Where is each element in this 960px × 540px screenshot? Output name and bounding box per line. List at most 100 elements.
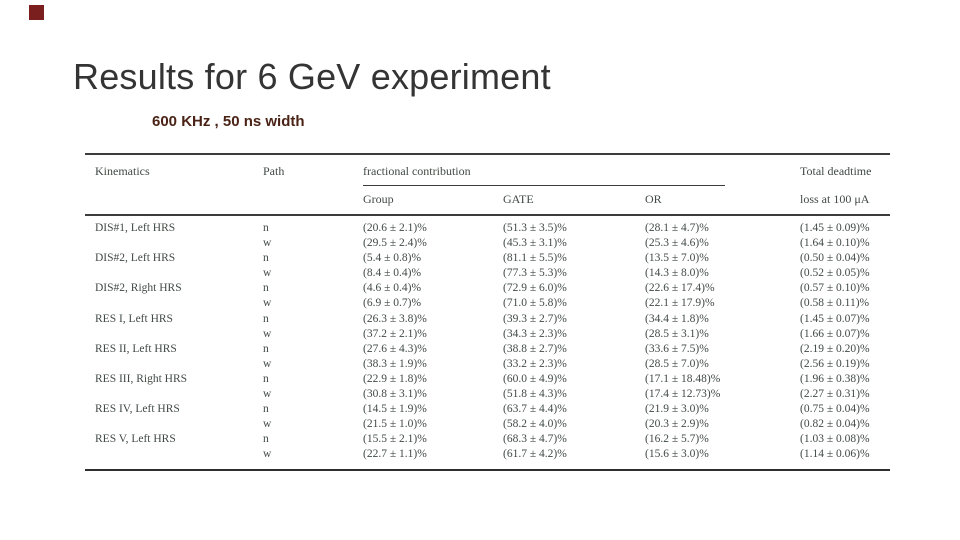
cell-gate: (58.2 ± 4.0)% [503,418,567,431]
cell-or: (22.6 ± 17.4)% [645,282,715,295]
cell-gate: (77.3 ± 5.3)% [503,267,567,280]
cell-deadtime: (0.75 ± 0.04)% [800,403,870,416]
cell-gate: (51.8 ± 4.3)% [503,388,567,401]
cell-group: (29.5 ± 2.4)% [363,237,427,250]
cell-path: w [263,357,272,370]
slide-subtitle: 600 KHz , 50 ns width [152,113,305,130]
cell-path: n [263,372,269,385]
cell-group: (4.6 ± 0.4)% [363,282,422,295]
cell-or: (13.5 ± 7.0)% [645,252,709,265]
cell-path: n [263,282,269,295]
cell-group: (20.6 ± 2.1)% [363,222,427,234]
cell-or: (28.5 ± 7.0)% [645,357,709,370]
cell-deadtime: (2.56 ± 0.19)% [800,357,870,370]
table-row: w (8.4 ± 0.4)% (77.3 ± 5.3)% (14.3 ± 8.0)% (… [85,266,890,281]
cell-or: (25.3 ± 4.6)% [645,237,709,250]
cell-kinematics: DIS#2, Left HRS [95,252,176,265]
cell-kinematics [85,296,263,311]
cell-kinematics [85,387,263,402]
cell-group: (22.9 ± 1.8)% [363,372,427,385]
table-row: w (29.5 ± 2.4)% (45.3 ± 3.1)% (25.3 ± 4.6)%… [85,236,890,251]
cell-deadtime: (0.52 ± 0.05)% [800,267,870,280]
column-header-group: Group [363,192,394,206]
cell-gate: (34.3 ± 2.3)% [503,327,567,340]
cell-group: (30.8 ± 3.1)% [363,388,427,401]
cell-deadtime: (0.50 ± 0.04)% [800,252,870,265]
cell-or: (14.3 ± 8.0)% [645,267,709,280]
table-row: w (21.5 ± 1.0)% (58.2 ± 4.0)% (20.3 ± 2.9)%… [85,417,890,432]
cell-or: (28.5 ± 3.1)% [645,327,709,340]
table-row: DIS#2, Right HRS n (4.6 ± 0.4)% (72.9 ± 6.0… [85,281,890,296]
cell-gate: (33.2 ± 2.3)% [503,357,567,370]
cell-or: (16.2 ± 5.7)% [645,433,709,446]
cell-path: n [263,222,269,234]
cell-kinematics: RES III, Right HRS [95,372,188,385]
column-header-path: Path [263,164,285,178]
cell-gate: (63.7 ± 4.4)% [503,403,567,416]
table-row: RES V, Left HRS n (15.5 ± 2.1)% (68.3 ± 4.7… [85,432,890,447]
column-header-gate: GATE [503,192,534,206]
results-table-header: Kinematics Path fractional contribution … [85,155,890,216]
cell-deadtime: (1.14 ± 0.06)% [800,448,870,461]
table-row: w (30.8 ± 3.1)% (51.8 ± 4.3)% (17.4 ± 12.73… [85,387,890,402]
cell-path: n [263,312,269,325]
cell-gate: (60.0 ± 4.9)% [503,372,567,385]
column-header-kinematics: Kinematics [95,164,150,178]
column-header-total-deadtime: Total deadtime [800,164,872,178]
cell-or: (17.4 ± 12.73)% [645,388,721,401]
table-row: w (37.2 ± 2.1)% (34.3 ± 2.3)% (28.5 ± 3.1)%… [85,327,890,342]
cell-or: (20.3 ± 2.9)% [645,418,709,431]
cell-gate: (38.8 ± 2.7)% [503,342,567,355]
table-row: DIS#1, Left HRS n (20.6 ± 2.1)% (51.3 ± 3.5… [85,221,890,236]
cell-group: (6.9 ± 0.7)% [363,297,422,310]
cell-gate: (71.0 ± 5.8)% [503,297,567,310]
cell-group: (8.4 ± 0.4)% [363,267,422,280]
cell-path: n [263,252,269,265]
cell-path: n [263,342,269,355]
table-row: w (38.3 ± 1.9)% (33.2 ± 2.3)% (28.5 ± 7.0)%… [85,357,890,372]
table-row: RES IV, Left HRS n (14.5 ± 1.9)% (63.7 ± 4.… [85,402,890,417]
cell-deadtime: (1.96 ± 0.38)% [800,372,870,385]
cell-or: (33.6 ± 7.5)% [645,342,709,355]
cell-kinematics [85,417,263,432]
table-row: w (6.9 ± 0.7)% (71.0 ± 5.8)% (22.1 ± 17.9)%… [85,296,890,311]
cell-path: w [263,327,272,340]
table-row: RES I, Left HRS n (26.3 ± 3.8)% (39.3 ± 2.7… [85,312,890,327]
cell-path: w [263,448,272,461]
cell-kinematics: RES IV, Left HRS [95,403,180,416]
table-row: RES II, Left HRS n (27.6 ± 4.3)% (38.8 ± 2.… [85,342,890,357]
cell-deadtime: (0.57 ± 0.10)% [800,282,870,295]
slide-title: Results for 6 GeV experiment [73,56,551,97]
cell-kinematics: RES II, Left HRS [95,342,177,355]
cell-path: w [263,237,272,250]
cell-deadtime: (2.19 ± 0.20)% [800,342,870,355]
cell-gate: (51.3 ± 3.5)% [503,222,567,234]
cell-or: (17.1 ± 18.48)% [645,372,721,385]
cell-or: (28.1 ± 4.7)% [645,222,709,234]
cell-kinematics [85,447,263,462]
cell-group: (22.7 ± 1.1)% [363,448,427,461]
table-row: RES III, Right HRS n (22.9 ± 1.8)% (60.0 ± … [85,372,890,387]
cell-kinematics: RES I, Left HRS [95,312,173,325]
cell-gate: (68.3 ± 4.7)% [503,433,567,446]
cell-deadtime: (1.45 ± 0.09)% [800,222,870,234]
accent-square [29,5,44,20]
column-header-fractional-contribution: fractional contribution [363,164,471,178]
cell-or: (15.6 ± 3.0)% [645,448,709,461]
cell-group: (5.4 ± 0.8)% [363,252,422,265]
cell-gate: (72.9 ± 6.0)% [503,282,567,295]
cell-deadtime: (1.03 ± 0.08)% [800,433,870,446]
cell-kinematics [85,266,263,281]
cell-deadtime: (2.27 ± 0.31)% [800,388,870,401]
cell-gate: (61.7 ± 4.2)% [503,448,567,461]
cell-kinematics: DIS#1, Left HRS [95,222,176,234]
column-header-or: OR [645,192,662,206]
column-header-loss-at-100uA: loss at 100 μA [800,192,870,206]
cell-or: (22.1 ± 17.9)% [645,297,715,310]
results-table-body: DIS#1, Left HRS n (20.6 ± 2.1)% (51.3 ± 3.5… [85,216,890,471]
cell-path: w [263,267,272,280]
cell-deadtime: (0.82 ± 0.04)% [800,418,870,431]
cell-group: (38.3 ± 1.9)% [363,357,427,370]
cell-gate: (81.1 ± 5.5)% [503,252,567,265]
